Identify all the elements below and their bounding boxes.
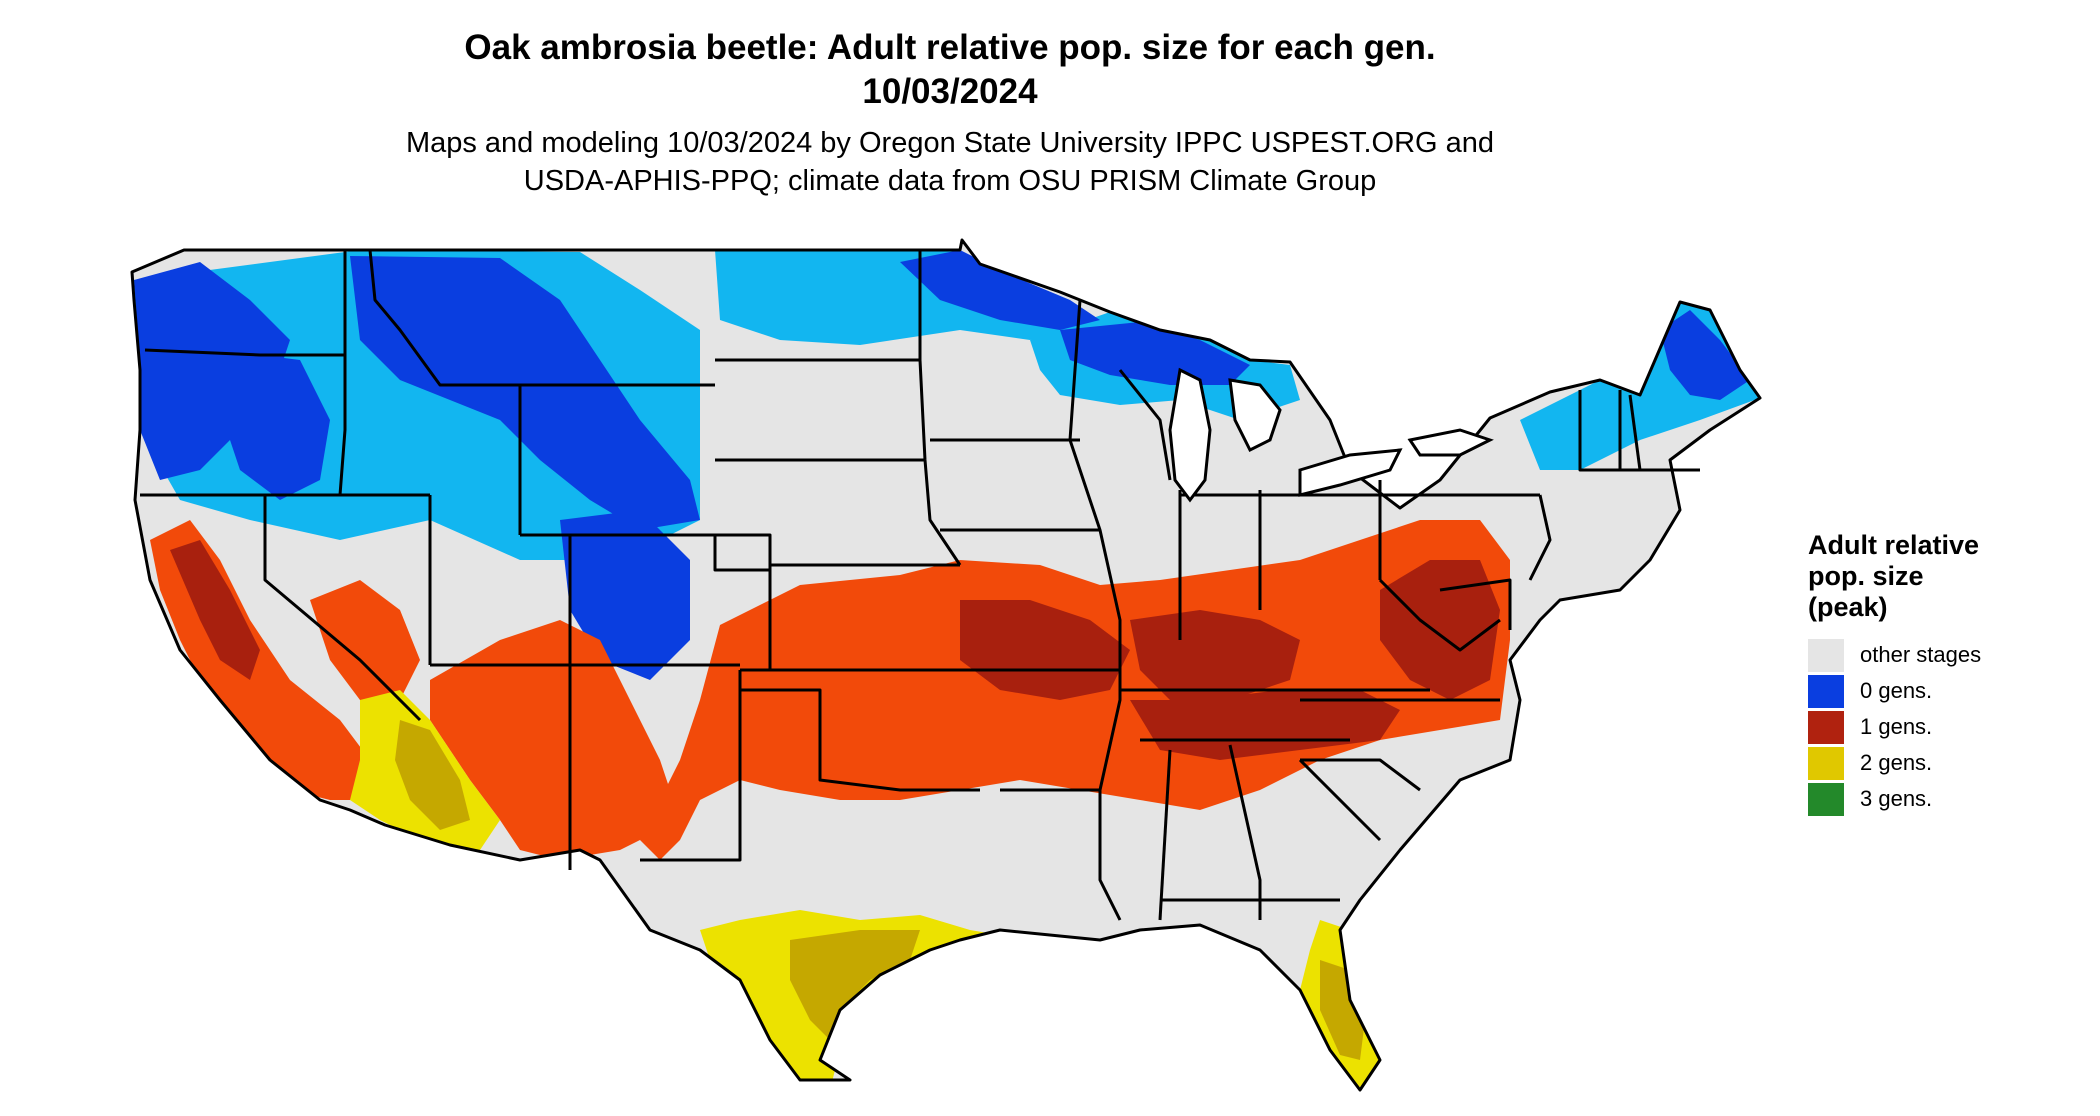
border-ms-river	[1068, 299, 1122, 921]
border-md-de	[1439, 578, 1512, 630]
zero-gen-dark-region-upper-peninsula	[1060, 322, 1250, 385]
legend-label-2-gens: 2 gens.	[1860, 750, 1933, 775]
legend-item-2-gens: 2 gens.	[1808, 745, 2068, 781]
map-title-line1: Oak ambrosia beetle: Adult relative pop.…	[464, 28, 1436, 67]
border-va-wv	[1378, 578, 1501, 652]
us-map	[130, 238, 1762, 1092]
great-lakes	[1168, 367, 1494, 503]
legend-swatch-3-gens	[1808, 782, 1844, 816]
border-wa-or	[144, 348, 345, 357]
legend-label-1-gens: 1 gens.	[1860, 714, 1933, 739]
map-subtitle-line1: Maps and modeling 10/03/2024 by Oregon S…	[405, 127, 1495, 159]
state-borders	[130, 238, 1762, 1092]
border-ga-sc	[1298, 758, 1382, 842]
zero-gen-dark-region-central-idaho	[220, 350, 330, 500]
border-id-west	[338, 250, 347, 496]
border-nc-sc	[1300, 758, 1421, 792]
border-nj	[1528, 494, 1552, 581]
legend-title-line1: Adult relative	[1808, 530, 1980, 560]
map-subtitle-line2: USDA-APHIS-PPQ; climate data from OSU PR…	[523, 165, 1377, 197]
one-gen-dark-core-ohio-valley	[1130, 610, 1300, 700]
legend-title: Adult relative pop. size (peak)	[1808, 530, 2068, 623]
us-outline	[130, 238, 1762, 1092]
legend: Adult relative pop. size (peak) other st…	[1808, 530, 2068, 817]
one-gen-dark-core-ozarks	[960, 600, 1130, 700]
one-gen-dark-core-tennessee	[1130, 690, 1400, 760]
border-nm-tx	[640, 690, 742, 862]
border-plains-east	[918, 250, 962, 566]
lake-ontario	[1407, 428, 1494, 457]
border-id-mt	[368, 249, 520, 387]
zero-gen-dark-region-cascades	[134, 262, 290, 480]
border-co-ks-line	[713, 535, 770, 572]
one-gen-dark-core-virginia	[1380, 560, 1500, 700]
border-ms-al	[1158, 749, 1172, 921]
legend-title-line3: (peak)	[1808, 592, 1888, 622]
one-gen-region-nevada-fringe	[310, 580, 420, 700]
border-ne-ks	[715, 533, 960, 567]
legend-item-other-stages: other stages	[1808, 637, 2068, 673]
legend-label-0-gens: 0 gens.	[1860, 678, 1933, 703]
map-title-date: 10/03/2024	[862, 72, 1038, 111]
legend-item-0-gens: 0 gens.	[1808, 673, 2068, 709]
one-gen-region-southwest-plateau	[430, 620, 680, 860]
legend-label-3-gens: 3 gens.	[1860, 786, 1933, 811]
border-ca-nv	[263, 495, 422, 722]
legend-title-line2: pop. size	[1808, 561, 1924, 591]
legend-swatch-1-gens	[1808, 710, 1844, 744]
border-ok-tx	[738, 670, 980, 792]
legend-swatch-2-gens	[1808, 746, 1844, 780]
legend-swatch-0-gens	[1808, 674, 1844, 708]
border-wi-mi	[1118, 369, 1172, 481]
two-gen-dark-region-sonoran	[395, 720, 470, 830]
zero-gen-dark-region-northern-rockies	[350, 256, 700, 530]
two-gen-dark-region-south-texas	[790, 930, 920, 1040]
legend-item-1-gens: 1 gens.	[1808, 709, 2068, 745]
legend-item-3-gens: 3 gens.	[1808, 781, 2068, 817]
lake-michigan	[1168, 367, 1212, 503]
legend-label-other-stages: other stages	[1860, 642, 1982, 667]
lake-huron	[1228, 378, 1282, 453]
lake-erie	[1298, 448, 1403, 497]
zero-gen-dark-region-north-woods	[900, 250, 1100, 330]
one-gen-dark-core-california	[170, 540, 260, 680]
border-me-nh	[1628, 394, 1642, 471]
border-al-ga	[1228, 744, 1262, 920]
legend-swatch-other-stages	[1808, 638, 1844, 672]
zero-gen-dark-region-maine	[1660, 310, 1750, 400]
